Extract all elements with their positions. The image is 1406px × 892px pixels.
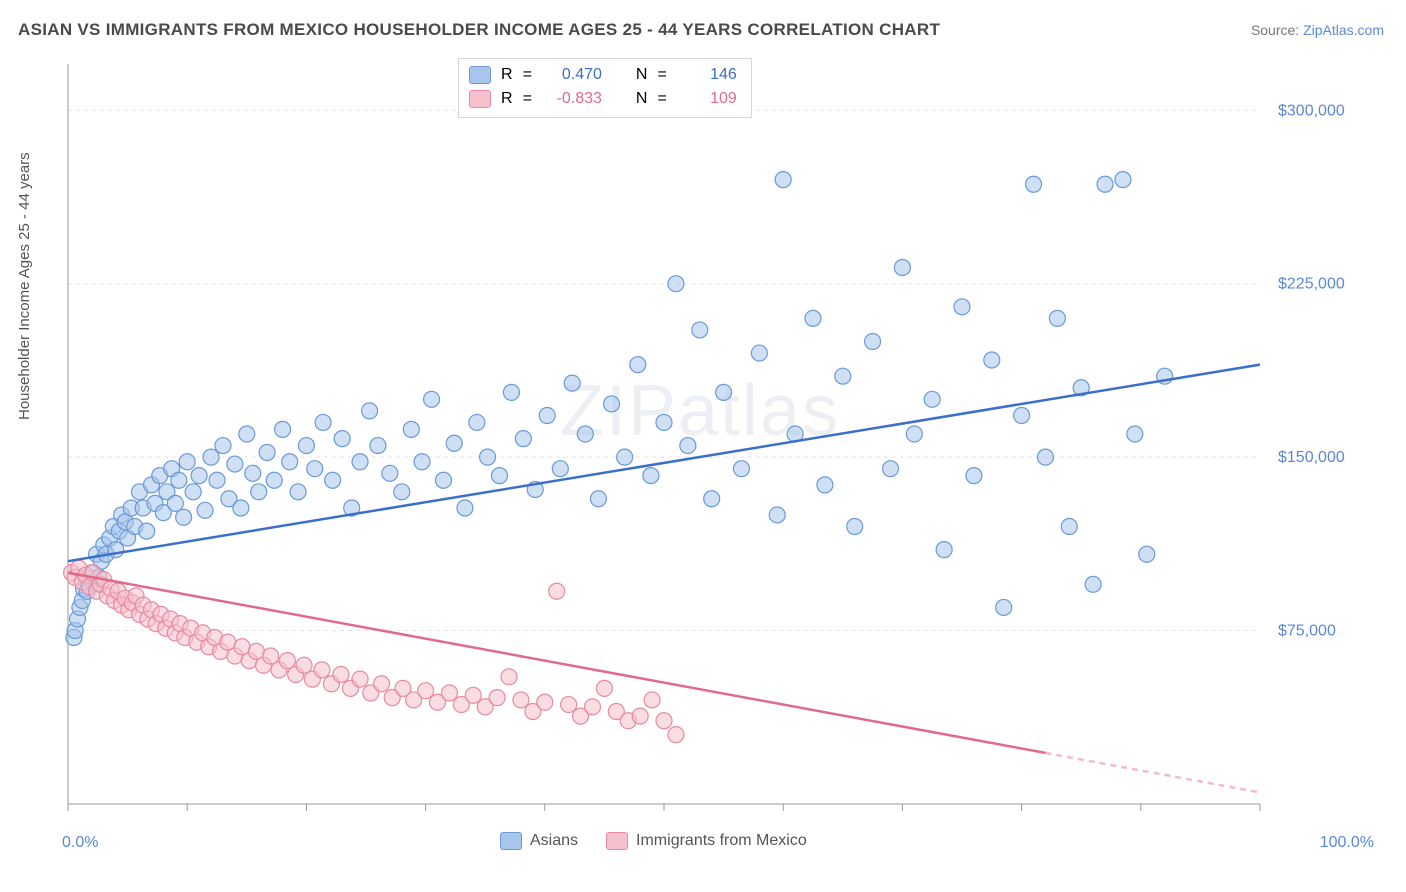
legend-label-series2: Immigrants from Mexico: [636, 832, 807, 850]
legend-item-series2: Immigrants from Mexico: [606, 832, 807, 850]
svg-text:$225,000: $225,000: [1278, 276, 1345, 293]
stats-row-series1: R = 0.470 N = 146: [469, 63, 737, 87]
legend-item-series1: Asians: [500, 832, 578, 850]
svg-text:$75,000: $75,000: [1278, 623, 1336, 640]
n-value-1: 146: [677, 66, 737, 84]
equals-2: =: [523, 90, 532, 108]
x-axis-min-label: 0.0%: [62, 834, 98, 852]
legend-label-series1: Asians: [530, 832, 578, 850]
legend-swatch-series1: [500, 832, 522, 850]
source-value: ZipAtlas.com: [1303, 22, 1384, 38]
swatch-series2: [469, 90, 491, 108]
svg-text:$150,000: $150,000: [1278, 449, 1345, 466]
equals-1b: =: [657, 66, 666, 84]
n-label-2: N: [636, 90, 648, 108]
legend-swatch-series2: [606, 832, 628, 850]
n-value-2: 109: [677, 90, 737, 108]
source-attribution: Source: ZipAtlas.com: [1251, 22, 1384, 38]
equals-1: =: [523, 66, 532, 84]
r-value-2: -0.833: [542, 90, 602, 108]
n-label-1: N: [636, 66, 648, 84]
source-label: Source:: [1251, 22, 1299, 38]
legend: Asians Immigrants from Mexico: [500, 832, 807, 850]
r-label-1: R: [501, 66, 513, 84]
stats-row-series2: R = -0.833 N = 109: [469, 87, 737, 111]
equals-2b: =: [657, 90, 666, 108]
x-axis-max-label: 100.0%: [1320, 834, 1374, 852]
chart-svg: $75,000 $150,000 $225,000 $300,000: [60, 54, 1370, 824]
chart-title: ASIAN VS IMMIGRANTS FROM MEXICO HOUSEHOL…: [18, 20, 940, 40]
y-axis-label: Householder Income Ages 25 - 44 years: [16, 152, 33, 420]
scatter-plot: $75,000 $150,000 $225,000 $300,000: [60, 54, 1370, 824]
r-value-1: 0.470: [542, 66, 602, 84]
svg-text:$300,000: $300,000: [1278, 102, 1345, 119]
correlation-stats-box: R = 0.470 N = 146 R = -0.833 N = 109: [458, 58, 752, 118]
swatch-series1: [469, 66, 491, 84]
r-label-2: R: [501, 90, 513, 108]
